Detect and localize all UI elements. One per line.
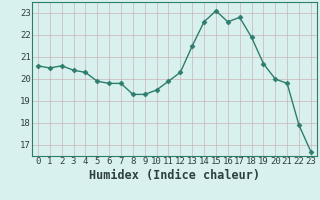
X-axis label: Humidex (Indice chaleur): Humidex (Indice chaleur) (89, 169, 260, 182)
